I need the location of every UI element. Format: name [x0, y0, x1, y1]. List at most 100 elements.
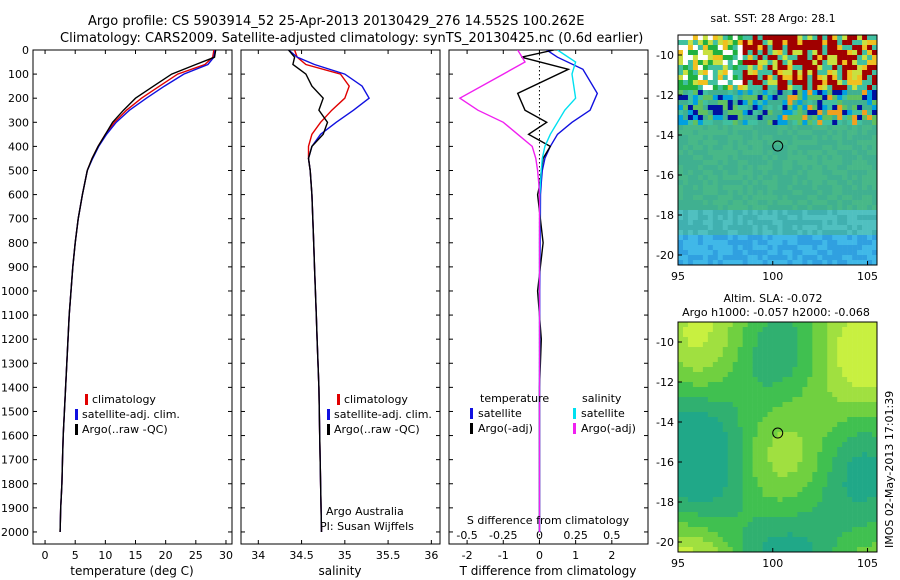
sst-map-cell — [807, 65, 813, 71]
sla-map-cell — [697, 442, 704, 448]
sst-map-cell — [772, 190, 778, 196]
sst-map-cell — [872, 230, 878, 236]
sst-map-cell — [752, 175, 758, 181]
sla-map-cell — [777, 417, 783, 423]
sla-map-cell — [687, 512, 694, 518]
sla-map-cell — [742, 412, 748, 418]
sst-map-cell — [837, 260, 843, 266]
sst-map-cell — [742, 85, 748, 91]
sla-map-cell — [812, 427, 818, 433]
sla-map-cell — [787, 502, 793, 508]
sst-map-cell — [747, 170, 753, 176]
sla-map-cell — [697, 377, 704, 383]
sla-map-cell — [762, 412, 768, 418]
sla-map-cell — [762, 367, 768, 373]
sst-map-cell — [792, 240, 798, 246]
sst-map-cell — [722, 95, 729, 101]
sla-map-cell — [767, 342, 773, 348]
sla-map-cell — [712, 547, 719, 553]
sla-map-cell — [752, 432, 758, 438]
sst-map-cell — [852, 165, 858, 171]
sla-map-cell — [837, 522, 843, 528]
sla-map-cell — [807, 402, 813, 408]
sla-map-cell — [702, 452, 709, 458]
sla-map-cell — [687, 347, 694, 353]
sst-map-cell — [797, 105, 803, 111]
sla-map-cell — [792, 537, 798, 543]
sla-map-cell — [742, 417, 748, 423]
sla-map-cell — [837, 352, 843, 358]
sst-map-cell — [712, 170, 719, 176]
sla-map-cell — [712, 427, 719, 433]
sla-map-cell — [732, 382, 738, 388]
sla-map-cell — [717, 402, 724, 408]
sla-map-cell — [727, 457, 734, 463]
sla-map-cell — [742, 517, 748, 523]
sst-map-cell — [737, 185, 743, 191]
sst-map-cell — [787, 160, 793, 166]
sst-map-cell — [678, 75, 684, 81]
sla-map-cell — [777, 427, 783, 433]
sla-map-cell — [732, 472, 738, 478]
sla-map-cell — [862, 342, 868, 348]
sst-map-cell — [812, 115, 818, 121]
sla-map-cell — [832, 472, 838, 478]
sst-map-cell — [772, 245, 778, 251]
sst-map-cell — [812, 155, 818, 161]
sla-map-cell — [767, 422, 773, 428]
sla-map-cell — [812, 387, 818, 393]
sla-map-cell — [787, 337, 793, 343]
sla-map-cell — [857, 467, 863, 473]
sst-map-cell — [797, 70, 803, 76]
sst-map-cell — [682, 175, 689, 181]
sst-map-cell — [752, 160, 758, 166]
sst-map-cell — [847, 160, 853, 166]
sst-map-cell — [842, 65, 848, 71]
sst-map-cell — [782, 180, 788, 186]
sla-map-cell — [812, 372, 818, 378]
sla-map-cell — [712, 352, 719, 358]
sst-map-cell — [762, 260, 768, 266]
sla-map-cell — [792, 487, 798, 493]
difference-x2tick-label: -0.5 — [456, 529, 477, 542]
sst-map-cell — [787, 80, 793, 86]
sla-map-cell — [687, 377, 694, 383]
sla-map-cell — [752, 427, 758, 433]
sla-map-cell — [852, 337, 858, 343]
sla-map-cell — [817, 377, 823, 383]
sla-map-cell — [757, 382, 763, 388]
sla-map-cell — [682, 452, 689, 458]
sst-map-cell — [822, 255, 828, 261]
sla-map-cell — [862, 387, 868, 393]
sla-map-cell — [812, 547, 818, 553]
sst-map-cell — [767, 250, 773, 256]
sst-map-cell — [772, 255, 778, 261]
sla-map-cell — [678, 497, 684, 503]
sla-map-cell — [807, 432, 813, 438]
sst-map-cell — [812, 200, 818, 206]
sst-map-cell — [717, 220, 724, 226]
sla-map-cell — [732, 492, 738, 498]
sst-map-cell — [807, 185, 813, 191]
sla-map-cell — [837, 417, 843, 423]
sst-map-cell — [732, 145, 738, 151]
sla-map-cell — [717, 422, 724, 428]
sla-map-cell — [777, 547, 783, 553]
sst-map-cell — [867, 180, 873, 186]
sla-map-cell — [817, 542, 823, 548]
sst-map-cell — [717, 225, 724, 231]
sla-map-cell — [747, 512, 753, 518]
sst-map-cell — [737, 210, 743, 216]
sla-map-cell — [697, 367, 704, 373]
sla-map-cell — [847, 537, 853, 543]
sla-map-cell — [722, 372, 729, 378]
sst-map-cell — [862, 190, 868, 196]
sst-map-cell — [852, 160, 858, 166]
sst-map-cell — [807, 75, 813, 81]
sst-map-cell — [722, 145, 729, 151]
sla-map-cell — [697, 347, 704, 353]
temperature-ytick-label: 0 — [22, 44, 29, 57]
sst-map-cell — [827, 215, 833, 221]
sst-map-cell — [747, 85, 753, 91]
sst-map-cell — [687, 120, 694, 126]
